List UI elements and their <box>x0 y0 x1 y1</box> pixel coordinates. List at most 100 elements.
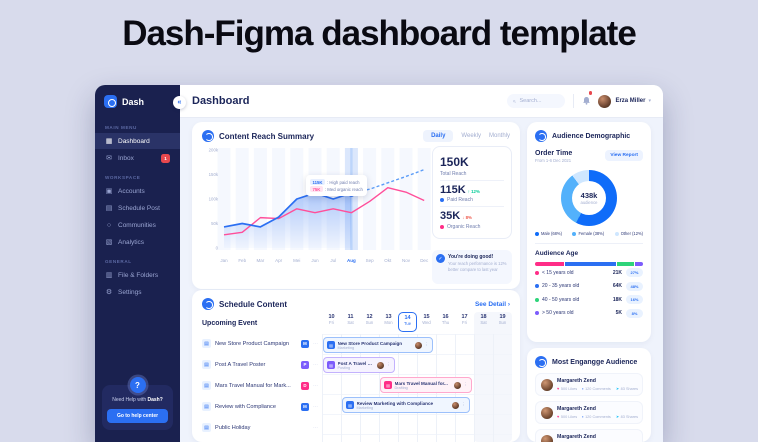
upcoming-event-post-a-travel-poster[interactable]: ▤ Post A Travel Poster P ⋯ <box>202 354 318 375</box>
day-19[interactable]: 19 Sun <box>493 312 512 334</box>
sidebar-item-settings[interactable]: ⚙ Settings <box>95 284 180 300</box>
sidebar-item-label: Accounts <box>118 187 145 195</box>
more-dots-icon[interactable]: ⋯ <box>313 361 318 368</box>
calendar-event-new-store-product-campaign[interactable]: ▤ New Store Product Campaign Marketing ⋮ <box>323 337 433 353</box>
reach-note: ✓ You're doing good! Your reach performa… <box>432 250 512 284</box>
day-17[interactable]: 17 Fri <box>455 312 474 334</box>
dashboard-icon: ▦ <box>105 138 113 145</box>
notifications-button[interactable] <box>582 91 593 110</box>
sidebar-item-label: Inbox <box>118 154 134 162</box>
age-row-20-35-years-old: 20 - 35 years old 64K 48% <box>535 280 643 294</box>
upcoming-event-mars-travel-manual-for-mark[interactable]: ▤ Mars Travel Manual for Mark... D ⋯ <box>202 375 318 396</box>
user-avatar[interactable] <box>598 94 612 108</box>
order-time-title: Order Time <box>535 150 573 157</box>
tooltip-value: 75K <box>310 186 323 192</box>
search-icon <box>513 99 517 103</box>
more-dots-icon[interactable]: ⋮ <box>461 402 467 407</box>
stat-dot-icon <box>440 224 444 229</box>
user-name[interactable]: Erza Miller <box>615 98 646 104</box>
audience-age-bar <box>535 262 643 266</box>
sidebar-collapse-button[interactable]: « <box>173 96 186 109</box>
day-11[interactable]: 11 Sat <box>341 312 360 334</box>
sidebar-item-accounts[interactable]: ▣ Accounts <box>95 183 180 199</box>
day-18[interactable]: 18 Sat <box>474 312 493 334</box>
upcoming-event-review-with-compliance[interactable]: ▤ Review with Compliance M ⋯ <box>202 396 318 417</box>
tab-monthly[interactable]: Monthly <box>488 133 510 139</box>
svg-text:0: 0 <box>216 246 219 251</box>
day-16[interactable]: 16 Thu <box>436 312 455 334</box>
day-10[interactable]: 10 Fri <box>322 312 341 334</box>
tab-weekly[interactable]: Weekly <box>461 133 481 139</box>
day-12[interactable]: 12 Sun <box>360 312 379 334</box>
more-dots-icon[interactable]: ⋯ <box>313 382 318 389</box>
audience-age-title: Audience Age <box>535 250 579 257</box>
notification-dot <box>588 91 593 95</box>
day-name: Tue <box>403 321 412 326</box>
reach-card-title: Content Reach Summary <box>219 131 315 141</box>
sidebar-item-inbox[interactable]: ✉ Inbox 1 <box>95 150 180 166</box>
sidebar-item-communities[interactable]: ○ Communities <box>95 217 180 233</box>
schedule-card-title: Schedule Content <box>219 299 288 309</box>
sidebar-item-file-folders[interactable]: ▥ File & Folders <box>95 267 180 283</box>
more-dots-icon[interactable]: ⋯ <box>313 340 318 347</box>
engagement-row[interactable]: Margareth Zend♥500 Likes▪120 Comments➤83… <box>535 429 643 442</box>
day-number: 11 <box>347 314 354 320</box>
engagement-row[interactable]: Margareth Zend♥500 Likes▪120 Comments➤83… <box>535 401 643 424</box>
audience-name: Margareth Zend <box>557 406 596 412</box>
age-dot-icon <box>535 311 539 316</box>
more-dots-icon[interactable]: ⋮ <box>463 382 469 387</box>
stat-text: 83 Shares <box>620 414 638 419</box>
more-dots-icon[interactable]: ⋯ <box>313 403 318 410</box>
audience-name: Margareth Zend <box>557 378 596 384</box>
sidebar-item-schedule-post[interactable]: ▤ Schedule Post <box>95 200 180 216</box>
help-center-button[interactable]: Go to help center <box>107 409 168 423</box>
upcoming-event-public-holiday[interactable]: ▤ Public Holiday ⋯ <box>202 417 318 438</box>
age-bar-segment <box>564 262 616 266</box>
more-dots-icon[interactable]: ⋮ <box>386 362 392 367</box>
post-icon: ▤ <box>346 401 354 409</box>
day-number: 12 <box>366 314 373 320</box>
event-avatar <box>452 401 459 409</box>
age-bar-segment <box>634 262 643 266</box>
stat-text: 500 Likes <box>560 414 578 419</box>
schedule-card-icon <box>202 298 214 310</box>
tab-daily[interactable]: Daily <box>423 130 454 142</box>
help-card: ? Need Help with Dash? Go to help center <box>102 377 173 430</box>
more-dots-icon[interactable]: ⋯ <box>313 424 318 431</box>
post-icon: ▤ <box>384 381 392 389</box>
search-box[interactable] <box>507 94 566 108</box>
day-number: 15 <box>423 314 430 320</box>
more-dots-icon[interactable]: ⋮ <box>424 342 430 347</box>
share-icon: ➤ <box>615 386 620 391</box>
demographic-card-title: Audience Demographic <box>552 132 631 140</box>
sidebar-item-analytics[interactable]: ▧ Analytics <box>95 234 180 250</box>
event-title: New Store Product Campaign <box>337 340 403 346</box>
search-input[interactable] <box>519 98 560 104</box>
age-percent-badge: 27% <box>626 268 643 278</box>
day-15[interactable]: 15 Wed <box>417 312 436 334</box>
calendar-icon: ▤ <box>202 360 211 369</box>
stat-share-icon: ➤ 83 Shares <box>616 414 638 419</box>
day-name: Sat <box>480 320 487 325</box>
logo[interactable]: Dash <box>95 85 180 116</box>
analytics-icon: ▧ <box>105 239 113 246</box>
calendar-event-post-a-travel-poster[interactable]: ▤Post A Travel PosterPosting ⋮ <box>323 357 395 373</box>
sidebar-item-dashboard[interactable]: ▦ Dashboard <box>95 133 180 149</box>
day-13[interactable]: 13 Mon <box>379 312 398 334</box>
see-detail-link[interactable]: See Detail › <box>474 300 510 308</box>
view-report-button[interactable]: View Report <box>605 150 643 161</box>
day-14[interactable]: 14 Tue <box>398 312 417 332</box>
chevron-down-icon[interactable]: ▾ <box>648 98 651 104</box>
day-number: 10 <box>328 314 335 320</box>
event-badge: M <box>301 402 309 411</box>
svg-text:Jul: Jul <box>330 258 336 263</box>
calendar-event-mars-travel-manual-for[interactable]: ▤ Mars Travel Manual for... Drafting ⋮ <box>380 377 472 393</box>
age-value: 18K <box>612 296 622 303</box>
upcoming-event-new-store-product-campaign[interactable]: ▤ New Store Product Campaign M ⋯ <box>202 333 318 354</box>
stat-text: 120 Comments <box>585 386 611 391</box>
calendar-event-review-marketing-with-compliance[interactable]: ▤ Review Marketing with Compliance Marketi… <box>342 397 470 413</box>
svg-text:Mar: Mar <box>257 258 265 263</box>
engagement-row[interactable]: Margareth Zend♥500 Likes▪120 Comments➤83… <box>535 373 643 396</box>
logo-text: Dash <box>122 96 145 107</box>
tooltip-label: : Med organic reach <box>324 186 363 192</box>
